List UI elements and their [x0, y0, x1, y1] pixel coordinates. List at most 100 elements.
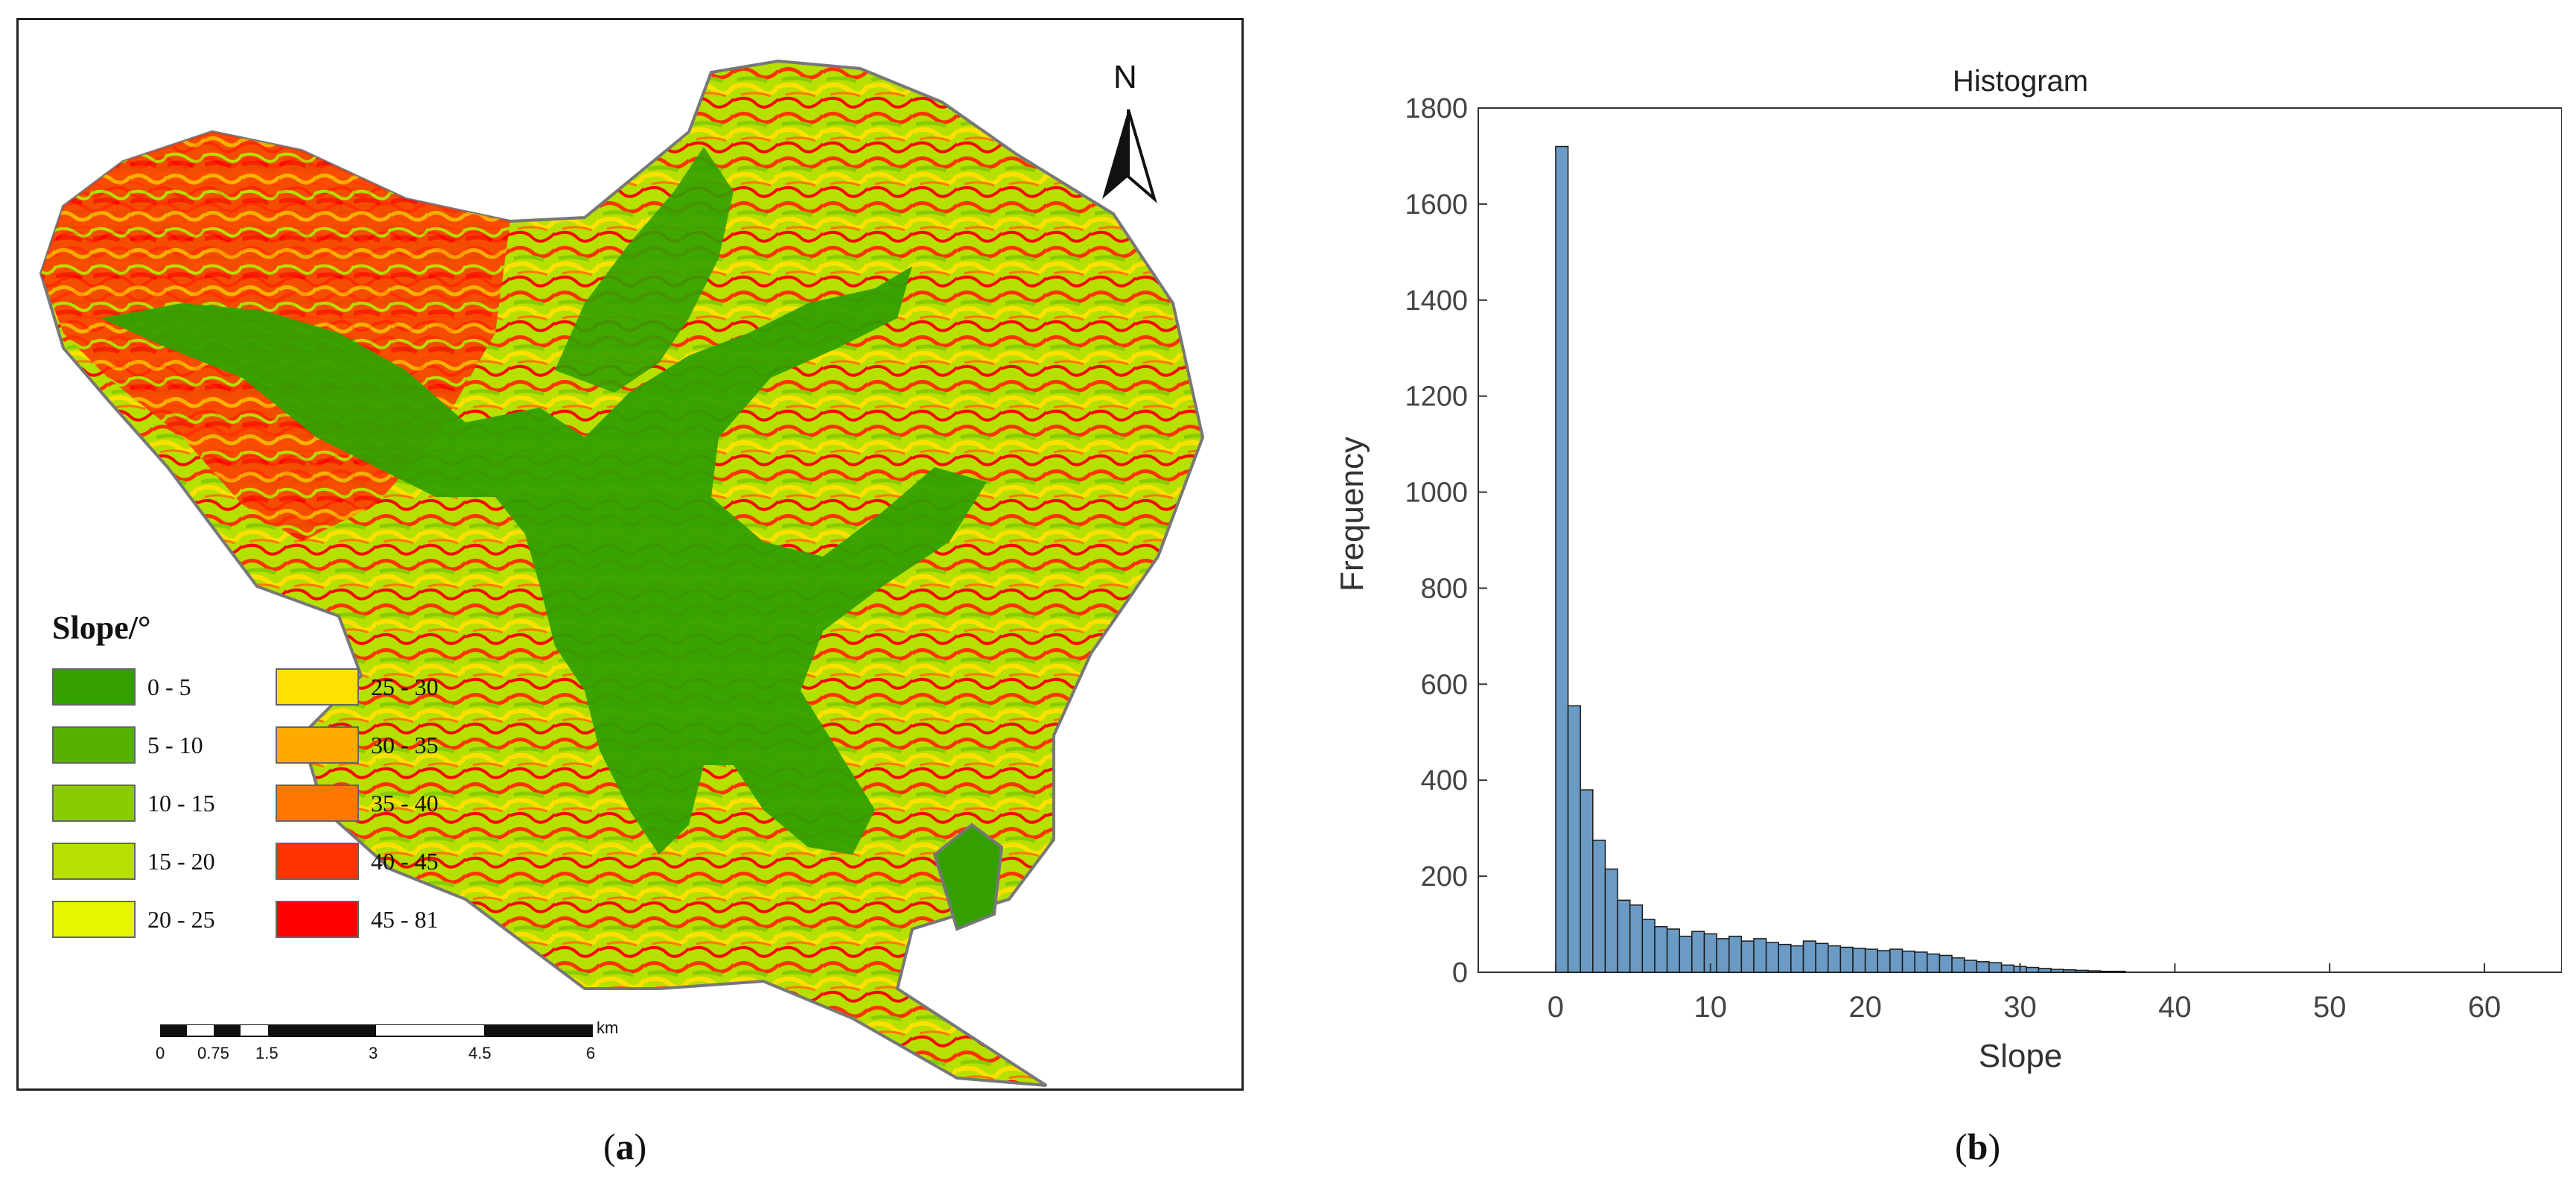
- x-tick-label: 40: [2158, 991, 2192, 1024]
- legend-item: 30 - 35: [276, 726, 439, 764]
- scale-bar: [160, 1024, 593, 1037]
- histogram-bar: [1939, 954, 1953, 973]
- histogram-bar: [1592, 840, 1606, 973]
- histogram-bar: [1555, 145, 1569, 973]
- histogram-bar: [1988, 962, 2003, 973]
- legend-item: 20 - 25: [52, 901, 215, 938]
- histogram-bar: [2050, 969, 2064, 973]
- histogram-bar: [1889, 948, 1904, 973]
- x-tick-label: 50: [2313, 991, 2347, 1024]
- north-arrow-icon: [1102, 109, 1157, 203]
- y-tick-label: 600: [1421, 669, 1468, 700]
- histogram-bar: [1976, 961, 1990, 973]
- caption-b-letter: b: [1967, 1126, 1988, 1167]
- histogram-bar: [1828, 945, 1842, 973]
- legend-swatch: [52, 668, 136, 706]
- legend-label: 10 - 15: [147, 789, 215, 817]
- scale-tick-label: 4.5: [468, 1044, 492, 1062]
- x-tick-label: 20: [1848, 991, 1882, 1024]
- scale-tick-label: 0.75: [197, 1044, 229, 1062]
- legend-swatch: [276, 726, 359, 764]
- axes: 0 10 20 30 40 50 60020040060080010001200140016…: [1405, 93, 2501, 1024]
- histogram-bar: [1815, 942, 1829, 973]
- y-tick-label: 800: [1421, 573, 1468, 604]
- histogram-panel: Histogram Frequency Slope 0 10 20 30 40 50 60 0…: [1296, 45, 2562, 1118]
- legend-swatch: [52, 726, 136, 764]
- histogram-bar: [1852, 948, 1866, 973]
- legend-label: 20 - 25: [147, 905, 215, 933]
- legend-item: 10 - 15: [52, 785, 215, 822]
- caption-b: (b): [1955, 1126, 2001, 1167]
- legend-label: 45 - 81: [371, 905, 439, 933]
- histogram-bar: [2087, 970, 2102, 973]
- slope-map: [39, 59, 1205, 1087]
- scale-unit-label: km: [597, 1018, 619, 1037]
- histogram-bar: [1927, 953, 1941, 973]
- histogram-bar: [1666, 928, 1680, 973]
- legend-label: 30 - 35: [371, 731, 439, 758]
- legend-swatch: [276, 901, 359, 938]
- histogram-bar: [1802, 940, 1816, 973]
- histogram-bar: [2026, 966, 2040, 973]
- y-tick-label: 1200: [1405, 381, 1468, 413]
- histogram-bar: [1864, 948, 1879, 973]
- y-tick-label: 1400: [1405, 285, 1468, 317]
- histogram-bar: [1641, 919, 1656, 973]
- slope-map-panel: N Slope/° 0 - 5 5 - 10 10 - 15 15 - 20 20 - …: [16, 18, 1244, 1091]
- histogram-bar: [1567, 705, 1581, 973]
- x-tick-label: 0: [1548, 991, 1564, 1024]
- legend-title: Slope/°: [52, 609, 151, 646]
- study-area: [39, 59, 1205, 1087]
- y-tick-label: 200: [1421, 861, 1468, 893]
- legend-swatch: [52, 785, 136, 822]
- caption-a: (a): [603, 1126, 647, 1167]
- histogram-bar: [1629, 904, 1644, 973]
- legend-item: 0 - 5: [52, 668, 191, 706]
- scale-tick-label: 6: [586, 1044, 596, 1062]
- y-tick-label: 1800: [1405, 93, 1468, 124]
- histogram-bar: [1604, 868, 1618, 973]
- histogram-bar: [1716, 938, 1730, 973]
- legend-label: 15 - 20: [147, 847, 215, 875]
- histogram-bar: [1951, 957, 1965, 973]
- legend-label: 35 - 40: [371, 789, 439, 817]
- histogram-bar: [1679, 935, 1693, 973]
- legend-item: 15 - 20: [52, 843, 215, 880]
- legend-label: 5 - 10: [147, 731, 203, 758]
- histogram-bar: [2038, 968, 2052, 973]
- legend-swatch: [276, 668, 359, 706]
- plot-frame: [1478, 107, 2562, 973]
- histogram-bar: [1654, 926, 1668, 973]
- histogram-bar: [1839, 946, 1854, 973]
- chart-title: Histogram: [1953, 65, 2088, 98]
- histogram-bar: [1778, 943, 1792, 973]
- caption-a-letter: a: [615, 1126, 635, 1167]
- histogram-bar: [1753, 938, 1767, 973]
- legend-item: 5 - 10: [52, 726, 203, 764]
- histogram-bar: [2062, 969, 2077, 973]
- plot-area: [1478, 107, 2562, 973]
- legend-swatch: [276, 785, 359, 822]
- legend-item: 25 - 30: [276, 668, 439, 706]
- histogram-bar: [2000, 964, 2014, 973]
- legend-swatch: [52, 901, 136, 938]
- legend-swatch: [276, 843, 359, 880]
- x-tick-label: 60: [2468, 991, 2502, 1024]
- histogram-bar: [1901, 950, 1915, 973]
- legend-label: 25 - 30: [371, 673, 439, 700]
- y-axis-label: Frequency: [1334, 437, 1370, 592]
- histogram-bar: [1914, 951, 1928, 973]
- legend-item: 40 - 45: [276, 843, 439, 880]
- x-axis-label: Slope: [1979, 1038, 2063, 1074]
- histogram-bar: [1877, 950, 1891, 973]
- legend-item: 35 - 40: [276, 785, 439, 822]
- legend-item: 45 - 81: [276, 901, 439, 938]
- scale-tick-label: 3: [369, 1044, 378, 1062]
- histogram-bar: [1963, 960, 1978, 973]
- x-tick-label: 30: [2003, 991, 2037, 1024]
- legend-swatch: [52, 843, 136, 880]
- histogram-bar: [1580, 789, 1594, 973]
- histogram-bar: [2075, 969, 2089, 973]
- y-tick-label: 400: [1421, 765, 1468, 796]
- histogram-bar: [1617, 899, 1631, 973]
